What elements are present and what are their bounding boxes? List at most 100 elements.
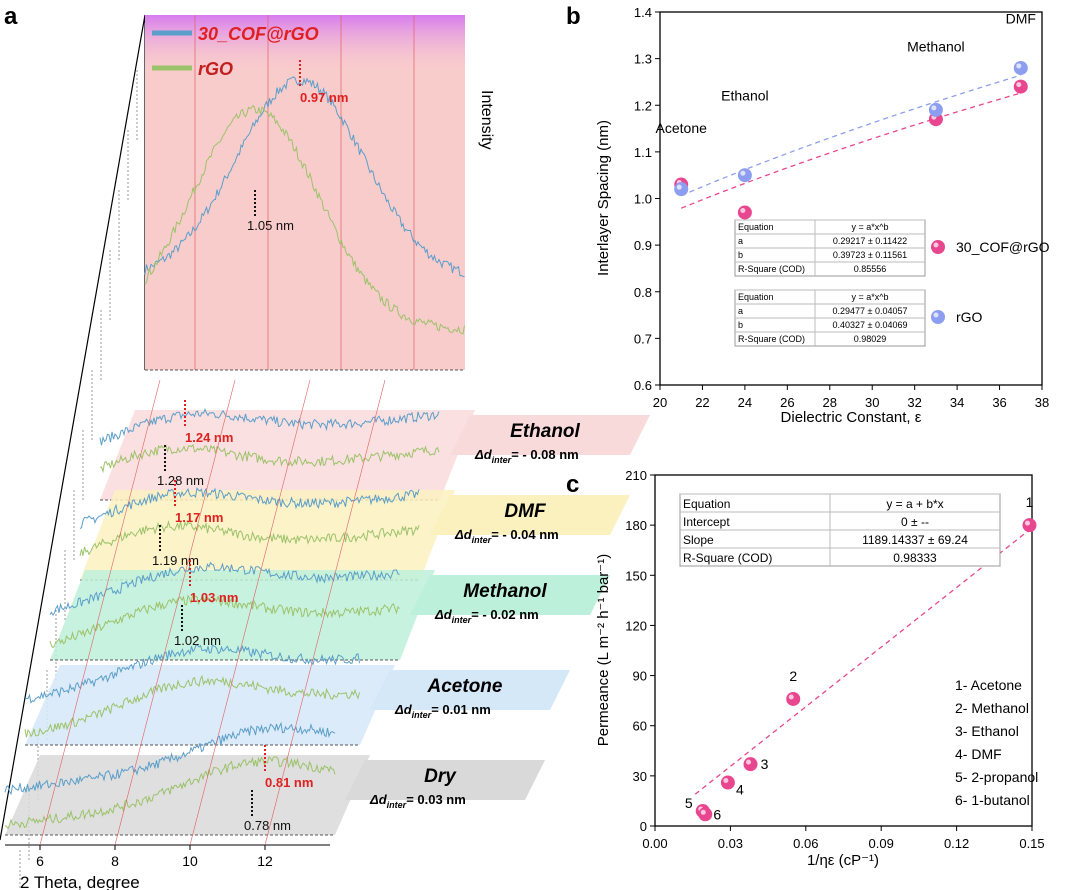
table-cell-key: Slope [683, 533, 714, 547]
table-cell-value: 0.40327 ± 0.04069 [832, 320, 907, 330]
legend-entry: 3- Ethanol [955, 723, 1019, 739]
x-tick-label: 0.12 [944, 836, 969, 851]
x-tick-label: 0.00 [642, 836, 667, 851]
solvent-tag-bg [345, 760, 545, 800]
solvent-label: Acetone [427, 676, 503, 697]
legend-marker-highlight [933, 242, 939, 248]
table-cell-value: y = a*x^b [852, 292, 889, 302]
curve-rgo [4, 756, 336, 830]
y-tick-label: 0.9 [634, 238, 652, 253]
y-axis-label: Intensity [478, 90, 495, 150]
solvent-label: Methanol [463, 581, 547, 602]
y-tick-label: 0.7 [634, 331, 652, 346]
data-point [1013, 60, 1028, 75]
solvent-label: Dry [424, 766, 457, 787]
y-tick-label: 210 [625, 468, 647, 483]
y-tick-label: 180 [625, 518, 647, 533]
data-point [737, 205, 752, 220]
legend-entry: 6- 1-butanol [955, 792, 1030, 808]
table-cell-key: Intercept [683, 515, 730, 529]
legend-label-cof: 30_COF@rGO [198, 24, 319, 44]
peak-label-cof: 1.03 nm [190, 590, 238, 605]
curve-rgo [49, 594, 400, 649]
data-point-highlight [723, 778, 729, 784]
y-tick-label: 1.1 [634, 145, 652, 160]
x-tick-label: 22 [695, 395, 709, 410]
panel-letter-c: c [566, 471, 579, 498]
y-tick-label: 120 [625, 618, 647, 633]
curve-rgo [99, 443, 440, 474]
data-point [737, 168, 752, 183]
x-tick-label: 36 [992, 395, 1006, 410]
waterfall-layer: 0.97 nm 1.05 nm [144, 15, 465, 371]
point-label: DMF [1006, 11, 1036, 27]
legend-label: rGO [956, 309, 983, 325]
table-cell-value: 0.98029 [854, 334, 887, 344]
delta-d-label: Δdinter= - 0.02 nm [434, 607, 539, 625]
x-tick-label: 0.06 [793, 836, 818, 851]
panel-letter-a: a [4, 3, 18, 30]
y-tick-label: 150 [625, 568, 647, 583]
y-tick-label: 0.8 [634, 285, 652, 300]
depth-gridline [264, 379, 386, 846]
y-tick-label: 60 [633, 719, 647, 734]
table-cell-value: y = a*x^b [852, 222, 889, 232]
point-id-label: 1 [1026, 494, 1034, 510]
waterfall-layer: 0.81 nm 0.78 nm Dry Δdinter= 0.03 nm [4, 721, 545, 836]
curve-30-cof-rgo [79, 487, 420, 530]
data-point [720, 775, 735, 790]
legend-entry: 4- DMF [955, 746, 1002, 762]
data-point-highlight [931, 105, 937, 111]
table-cell-value: 0.85556 [854, 264, 887, 274]
x-tick-label: 8 [111, 853, 119, 869]
point-id-label: 2 [789, 668, 797, 684]
x-tick-label: 26 [780, 395, 794, 410]
legend-marker-highlight [933, 312, 939, 318]
table-cell-value: 0.98333 [893, 551, 937, 565]
y-axis-label: Interlayer Spacing (nm) [595, 120, 612, 276]
table-cell-key: R-Square (COD) [738, 264, 805, 274]
x-tick-label: 0.03 [718, 836, 743, 851]
table-cell-value: 1189.14337 ± 69.24 [862, 533, 968, 547]
fit-table: Equation y = a*x^b a 0.29477 ± 0.04057 b 0.40… [734, 289, 926, 347]
delta-d-label: Δdinter= 0.03 nm [369, 792, 466, 810]
table-cell-key: Equation [738, 222, 774, 232]
data-point-highlight [1016, 63, 1022, 69]
depth-gridline [114, 379, 236, 846]
point-id-label: 4 [736, 782, 744, 798]
data-point-highlight [1024, 520, 1030, 526]
y-tick-label: 0.6 [634, 378, 652, 393]
data-point [674, 182, 689, 197]
curve-30-cof-rgo [144, 76, 465, 278]
y-tick-label: 1.3 [634, 52, 652, 67]
depth-gridline [39, 379, 161, 846]
y-tick-label: 1.2 [634, 98, 652, 113]
depth-gridline [189, 379, 311, 846]
table-cell-key: Equation [738, 292, 774, 302]
x-tick-label: 38 [1035, 395, 1049, 410]
delta-d-label: Δdinter= 0.01 nm [394, 702, 491, 720]
data-point-highlight [700, 809, 706, 815]
data-point-highlight [740, 207, 746, 213]
solvent-tag-bg [370, 670, 570, 710]
legend-label-rgo: rGO [198, 59, 233, 79]
data-point [743, 757, 758, 772]
legend-entry: 1- Acetone [955, 677, 1022, 693]
table-cell-value: 0.39723 ± 0.11561 [833, 250, 907, 260]
solvent-tag-bg [410, 575, 610, 615]
table-cell-key: Equation [683, 497, 730, 511]
waterfall-layer: 1.24 nm 1.28 nm Ethanol Δdinter= - 0.08 nm [99, 400, 650, 501]
table-cell-key: a [738, 236, 743, 246]
fit-table: Equation y = a + b*x Intercept 0 ± -- Slope 1… [679, 493, 1001, 567]
fit-line [680, 74, 1021, 197]
y-tick-label: 0 [640, 819, 647, 834]
x-tick-label: 34 [950, 395, 964, 410]
peak-label-cof: 1.24 nm [185, 430, 233, 445]
x-tick-label: 24 [738, 395, 752, 410]
table-cell-value: y = a + b*x [886, 497, 943, 511]
layer-fill [100, 410, 475, 500]
x-axis-label: 1/ηε (cP⁻¹) [807, 852, 879, 869]
peak-label-rgo: 1.02 nm [174, 633, 221, 648]
y-tick-label: 1.4 [634, 5, 652, 20]
